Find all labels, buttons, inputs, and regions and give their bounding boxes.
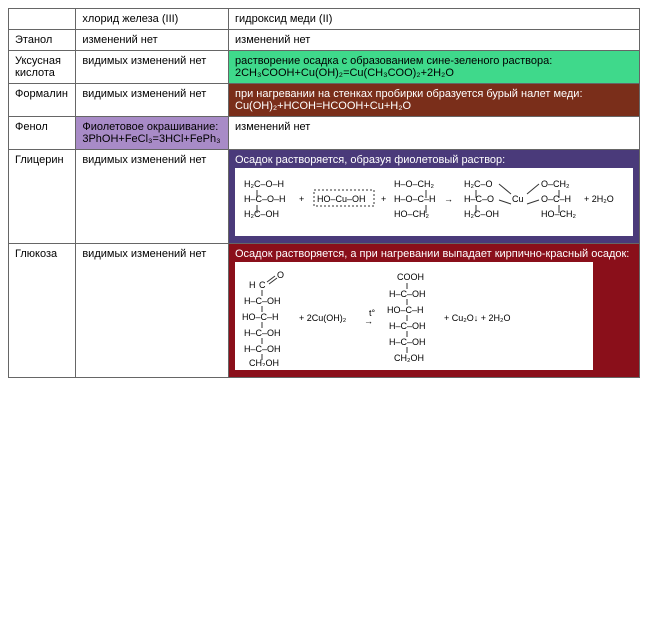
row-ethanol-c2: изменений нет (76, 30, 229, 51)
svg-text:Cu: Cu (512, 194, 524, 204)
svg-text:H–C–OH: H–C–OH (389, 337, 426, 347)
row-ethanol-label: Этанол (9, 30, 76, 51)
svg-text:H–C–O: H–C–O (464, 194, 494, 204)
glucose-desc: Осадок растворяется, а при нагревании вы… (235, 248, 633, 260)
svg-text:+ 2H₂O: + 2H₂O (584, 194, 614, 204)
svg-text:HO–C–H: HO–C–H (242, 312, 279, 322)
glycerin-formula-svg: H₂C–O–H H–C–O–H H₂C–OH + HO–Cu–OH + H–O–CH₂ H–O… (239, 172, 629, 232)
glucose-formula-svg: O CH H–C–OH HO–C–H H–C–OH H–C–OH CH₂OH + 2Cu(OH… (239, 266, 589, 366)
svg-text:H₂C–O: H₂C–O (464, 179, 493, 189)
row-formalin-c3: при нагревании на стенках пробирки образ… (229, 84, 640, 117)
svg-text:H–C–OH: H–C–OH (244, 328, 281, 338)
svg-text:H–O–C–H: H–O–C–H (394, 194, 436, 204)
acetic-formula: 2CH₃COOH+Cu(OH)₂=Cu(CH₃COO)₂+2H₂O (235, 67, 633, 79)
svg-text:+: + (299, 194, 304, 204)
row-glycerin-c3: Осадок растворяется, образуя фиолетовый … (229, 150, 640, 244)
header-cuoh2: гидроксид меди (II) (229, 9, 640, 30)
header-fecl3: хлорид железа (III) (76, 9, 229, 30)
svg-text:COOH: COOH (397, 272, 424, 282)
svg-text:HO–C–H: HO–C–H (387, 305, 424, 315)
row-phenol-c3: изменений нет (229, 117, 640, 150)
row-phenol-c2: Фиолетовое окрашивание: 3PhOH+FeCl₃=3HCl… (76, 117, 229, 150)
row-glycerin-c2: видимых изменений нет (76, 150, 229, 244)
reaction-table: хлорид железа (III) гидроксид меди (II) … (8, 8, 640, 378)
svg-text:HO–CH₂: HO–CH₂ (394, 209, 430, 219)
row-glucose-c2: видимых изменений нет (76, 244, 229, 378)
svg-text:H₂C–O–H: H₂C–O–H (244, 179, 284, 189)
svg-text:H–C–OH: H–C–OH (244, 296, 281, 306)
svg-text:H₂C–OH: H₂C–OH (244, 209, 279, 219)
acetic-desc: растворение осадка с образованием сине-з… (235, 55, 633, 67)
svg-text:→: → (364, 316, 373, 326)
formalin-formula: Cu(OH)₂+HCOH=HCOOH+Cu+H₂O (235, 100, 633, 112)
row-glycerin-label: Глицерин (9, 150, 76, 244)
glycerin-formula-box: H₂C–O–H H–C–O–H H₂C–OH + HO–Cu–OH + H–O–CH₂ H–O… (235, 168, 633, 236)
phenol-formula: 3PhOH+FeCl₃=3HCl+FePh₃ (82, 133, 222, 145)
row-acetic-label: Уксусная кислота (9, 51, 76, 84)
glycerin-desc: Осадок растворяется, образуя фиолетовый … (235, 154, 633, 166)
svg-text:CH₂OH: CH₂OH (394, 353, 424, 363)
row-phenol-label: Фенол (9, 117, 76, 150)
svg-text:+: + (381, 194, 386, 204)
svg-text:HO–Cu–OH: HO–Cu–OH (317, 194, 366, 204)
row-acetic-c3: растворение осадка с образованием сине-з… (229, 51, 640, 84)
phenol-desc: Фиолетовое окрашивание: (82, 121, 222, 133)
formalin-desc: при нагревании на стенках пробирки образ… (235, 88, 633, 100)
svg-text:O: O (277, 270, 284, 280)
svg-text:C: C (259, 280, 266, 290)
row-glucose-c3: Осадок растворяется, а при нагревании вы… (229, 244, 640, 378)
svg-text:H–C–OH: H–C–OH (389, 289, 426, 299)
svg-text:H: H (249, 280, 256, 290)
svg-text:H–C–O–H: H–C–O–H (244, 194, 286, 204)
row-glucose-label: Глюкоза (9, 244, 76, 378)
svg-text:H–C–OH: H–C–OH (244, 344, 281, 354)
svg-text:+ Cu₂O↓ + 2H₂O: + Cu₂O↓ + 2H₂O (444, 313, 511, 323)
svg-text:+ 2Cu(OH)₂: + 2Cu(OH)₂ (299, 313, 347, 323)
svg-text:→: → (444, 194, 453, 204)
row-formalin-label: Формалин (9, 84, 76, 117)
row-acetic-c2: видимых изменений нет (76, 51, 229, 84)
svg-text:O–C–H: O–C–H (541, 194, 571, 204)
svg-text:H₂C–OH: H₂C–OH (464, 209, 499, 219)
glucose-formula-box: O CH H–C–OH HO–C–H H–C–OH H–C–OH CH₂OH + 2Cu(OH… (235, 262, 593, 370)
row-ethanol-c3: изменений нет (229, 30, 640, 51)
svg-text:CH₂OH: CH₂OH (249, 358, 279, 366)
header-empty (9, 9, 76, 30)
svg-text:O–CH₂: O–CH₂ (541, 179, 570, 189)
svg-text:H–O–CH₂: H–O–CH₂ (394, 179, 435, 189)
row-formalin-c2: видимых изменений нет (76, 84, 229, 117)
svg-text:H–C–OH: H–C–OH (389, 321, 426, 331)
